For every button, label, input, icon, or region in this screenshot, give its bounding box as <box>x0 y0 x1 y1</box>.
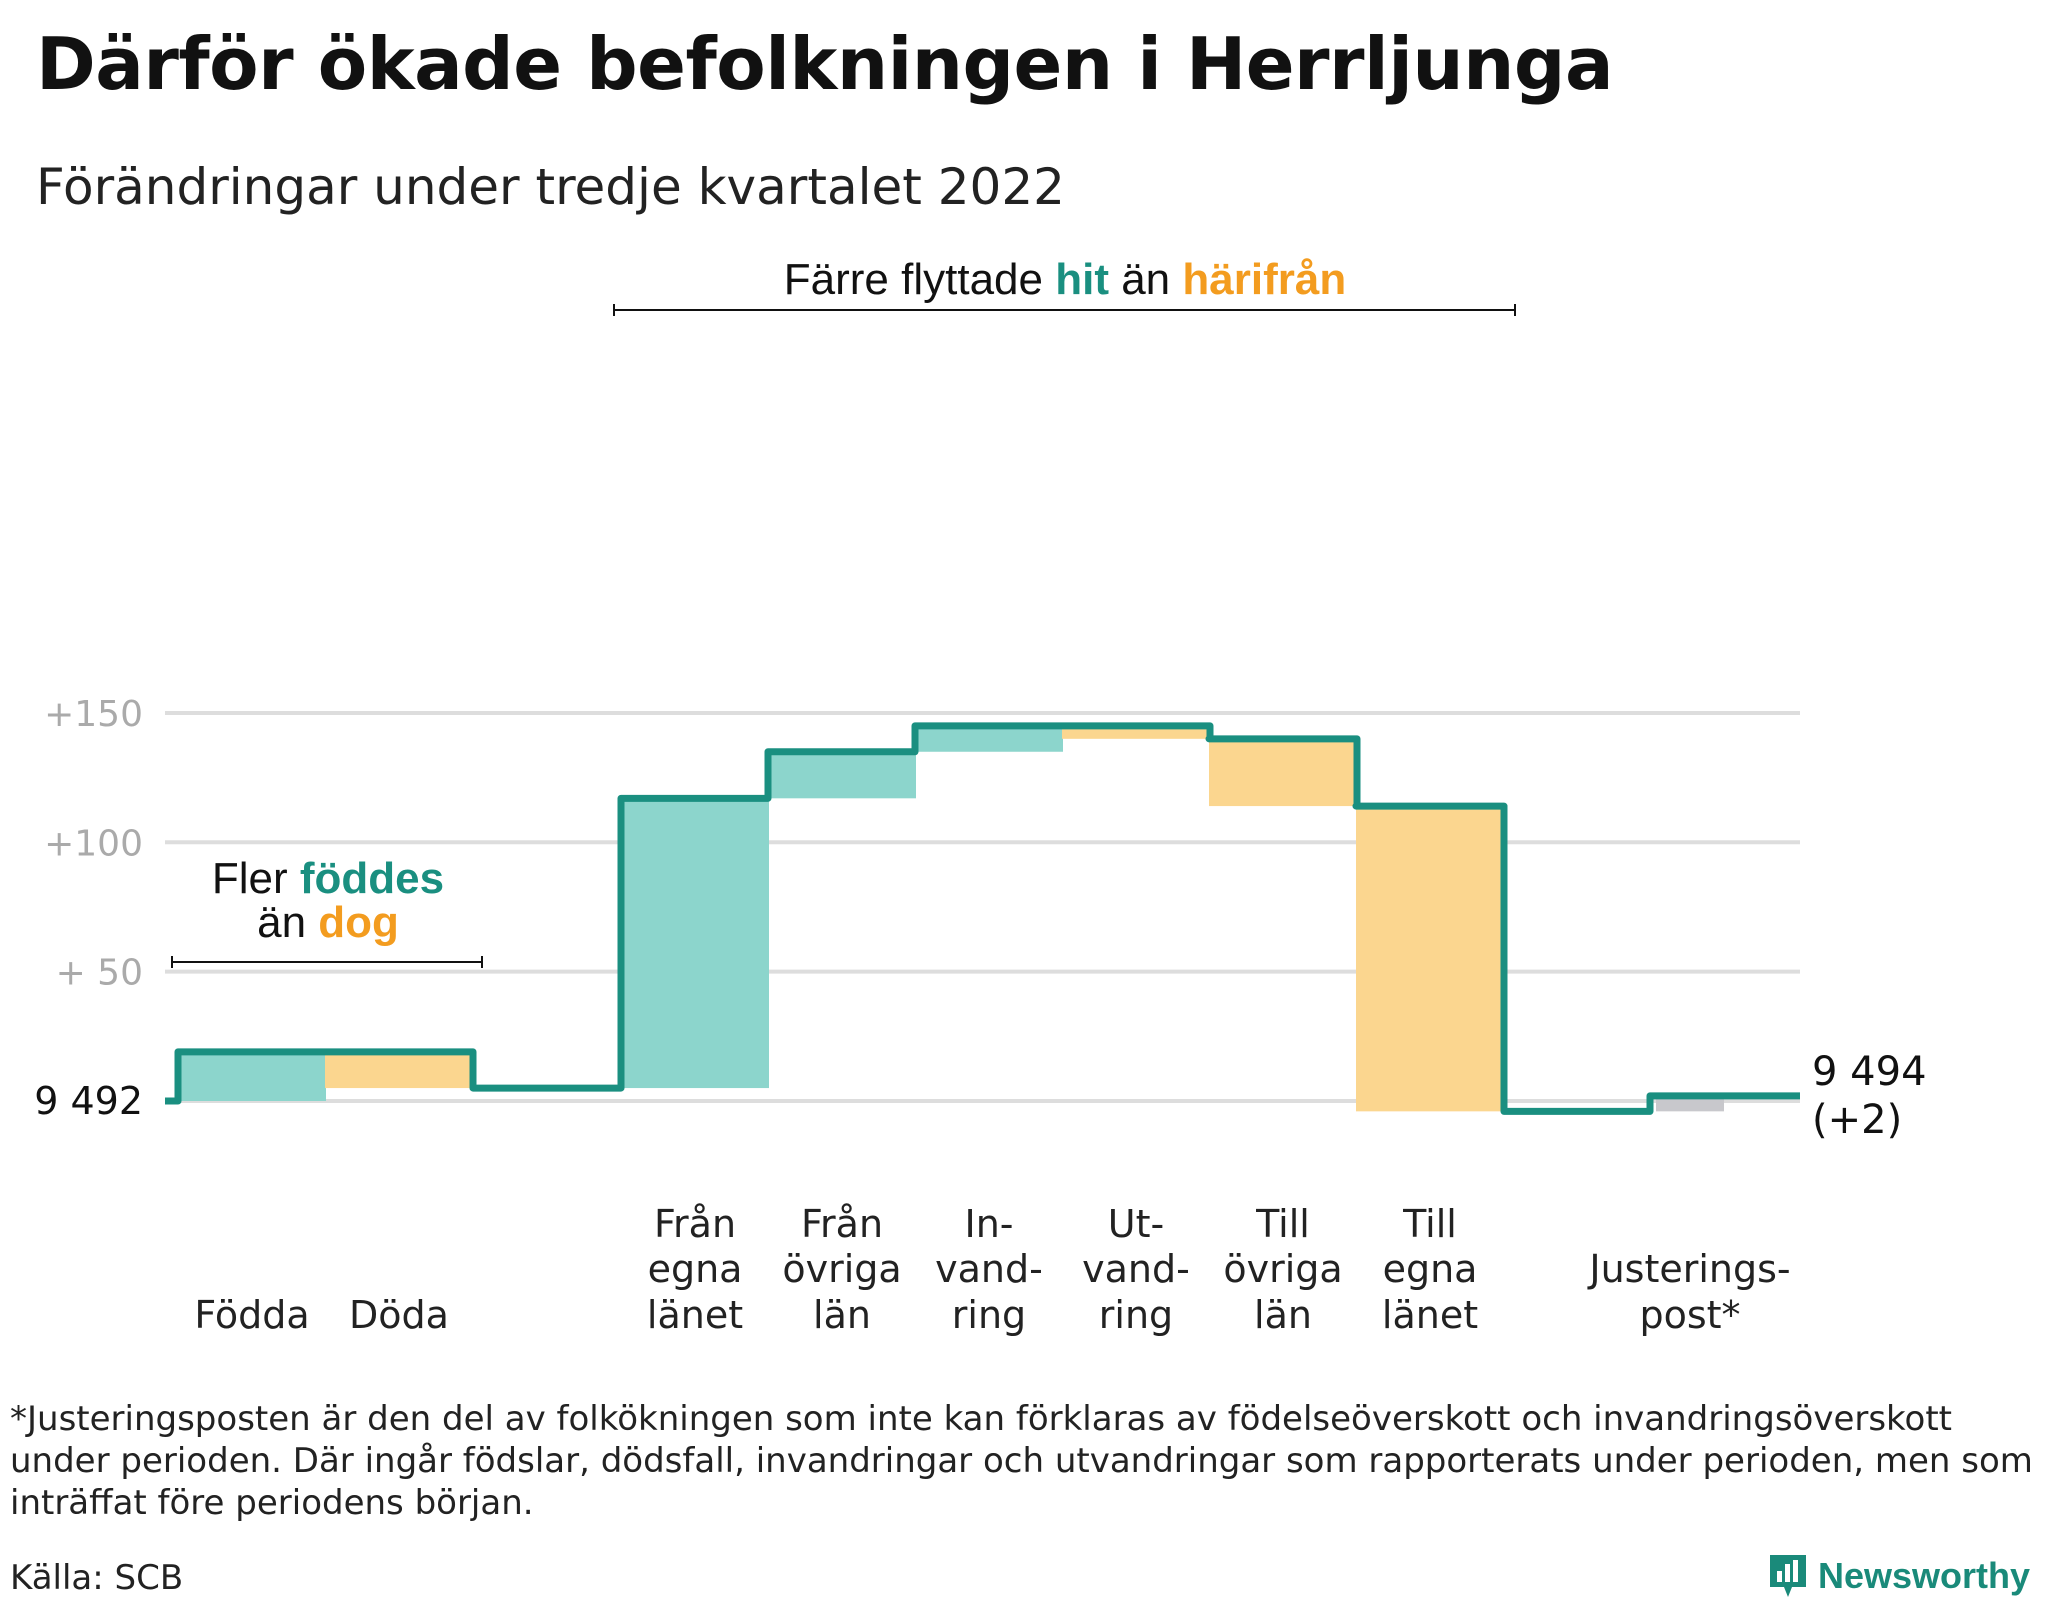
x-category-label: Från <box>654 1202 736 1246</box>
x-category-label: Ut- <box>1108 1202 1164 1246</box>
y-tick-label: +100 <box>44 823 143 864</box>
x-category-label: Justerings- <box>1587 1247 1790 1291</box>
x-category-label: In- <box>964 1202 1013 1246</box>
x-category-label: län <box>1254 1293 1312 1337</box>
bar-decrease <box>325 1051 473 1089</box>
annotation-segment: föddes <box>300 854 444 903</box>
end-change-label: (+2) <box>1812 1097 1902 1143</box>
footnote: *Justeringsposten är den del av folkökni… <box>10 1399 2033 1523</box>
bar-increase <box>768 751 916 799</box>
start-value-label: 9 492 <box>34 1079 143 1123</box>
x-category-label: Födda <box>194 1293 309 1337</box>
annotation-births-line2: än dog <box>257 898 399 947</box>
annotation-segment: än <box>1109 255 1182 304</box>
x-category-label: Från <box>801 1202 883 1246</box>
x-category-label: Till <box>1402 1202 1457 1246</box>
bar-decrease <box>1209 738 1357 807</box>
x-category-label: vand- <box>935 1247 1043 1291</box>
x-category-label: ring <box>1099 1293 1173 1337</box>
annotation-births-line1: Fler föddes <box>212 854 444 903</box>
bar-increase <box>621 798 769 1089</box>
annotation-segment: hit <box>1055 255 1109 304</box>
y-tick-label: +150 <box>44 694 143 735</box>
x-category-label: övriga <box>782 1247 901 1291</box>
bar-increase <box>178 1051 326 1101</box>
annotation-segment: Färre flyttade <box>784 255 1055 304</box>
brand: Newsworthy <box>1768 1553 2030 1599</box>
y-tick-label: + 50 <box>56 953 143 994</box>
x-category-label: Till <box>1255 1202 1310 1246</box>
end-value-label: 9 494 <box>1812 1049 1927 1095</box>
annotation-segment: härifrån <box>1182 255 1346 304</box>
bar-decrease <box>1356 806 1504 1112</box>
x-category-label: ring <box>952 1293 1026 1337</box>
x-category-label: länet <box>1382 1293 1478 1337</box>
newsworthy-logo-icon <box>1770 1555 1806 1597</box>
x-category-label: Döda <box>349 1293 449 1337</box>
x-category-label: länet <box>647 1293 743 1337</box>
chart-title: Därför ökade befolkningen i Herrljunga <box>36 22 1614 106</box>
x-category-label: övriga <box>1223 1247 1342 1291</box>
x-category-label: post* <box>1639 1293 1740 1337</box>
annotation-segment: Fler <box>212 854 300 903</box>
annotation-segment: dog <box>318 898 399 947</box>
cumulative-step-line <box>165 722 1800 1115</box>
chart-subtitle: Förändringar under tredje kvartalet 2022 <box>36 158 1065 216</box>
x-category-label: egna <box>648 1247 743 1291</box>
source-label: Källa: SCB <box>10 1558 184 1598</box>
bar-increase <box>915 725 1063 752</box>
brand-name: Newsworthy <box>1818 1555 2031 1596</box>
bar-adjustment <box>1656 1095 1724 1112</box>
x-category-label: egna <box>1383 1247 1478 1291</box>
x-category-label: län <box>813 1293 871 1337</box>
x-category-label: vand- <box>1082 1247 1190 1291</box>
annotation-moves: Färre flyttade hit än härifrån <box>784 255 1346 304</box>
annotation-segment: än <box>257 898 318 947</box>
